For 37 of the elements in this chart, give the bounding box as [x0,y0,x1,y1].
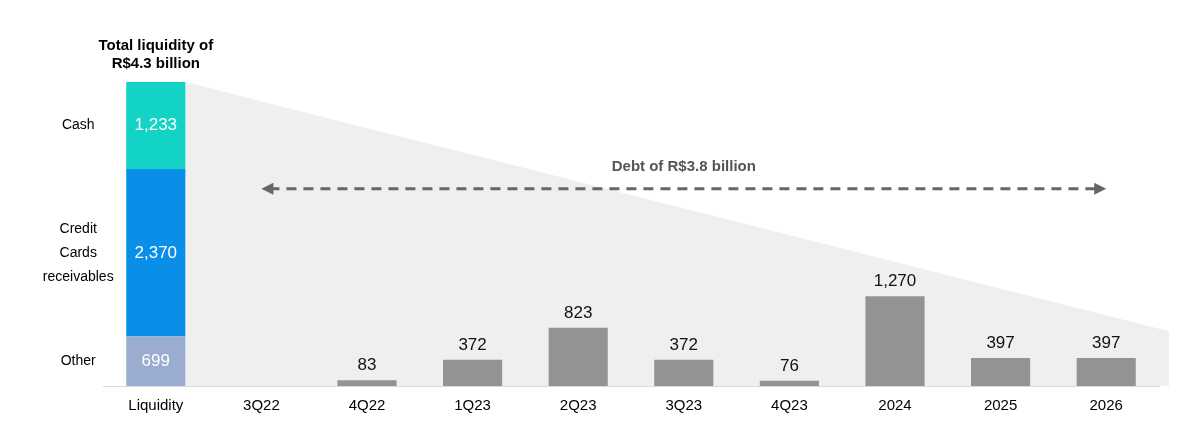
x-tick-label: 2024 [878,396,912,414]
data-label: 823 [564,303,593,323]
x-tick-label: 1Q23 [454,396,491,414]
bar [443,359,503,386]
data-label: 83 [357,355,377,375]
bar [126,81,186,170]
bar [1076,357,1136,386]
data-label: 372 [669,334,698,354]
bar [126,336,186,386]
text: Cash [61,116,95,133]
bar [337,380,397,386]
x-tick-label: 2Q23 [559,396,597,414]
data-label: 1,270 [873,271,917,291]
annotation: Debt of R$3.8 billion [611,156,756,174]
x-tick-label: Liquidity [128,396,184,414]
data-label: 76 [779,355,799,375]
data-label: 2,370 [134,242,178,262]
text: Other [60,352,97,369]
bar [654,359,714,386]
bar [865,296,925,386]
bar [971,357,1031,386]
data-label: 372 [458,334,487,354]
bar [759,380,819,386]
x-tick-label: 4Q23 [771,396,808,414]
chart-title: Total liquidity of R$4.3 billion [98,35,215,71]
data-label: 397 [986,333,1015,353]
bar [126,169,186,337]
data-label: 397 [1092,333,1121,353]
bar [548,327,608,386]
x-tick-label: 2026 [1089,396,1123,414]
data-label: 699 [141,350,170,370]
data-label: 1,233 [134,115,178,135]
x-tick-label: 2025 [983,396,1018,414]
x-tick-label: 3Q22 [243,396,280,414]
series-label: Credit Cards receivables [42,219,114,284]
x-tick-label: 4Q22 [348,396,386,414]
x-tick-label: 3Q23 [665,396,703,414]
